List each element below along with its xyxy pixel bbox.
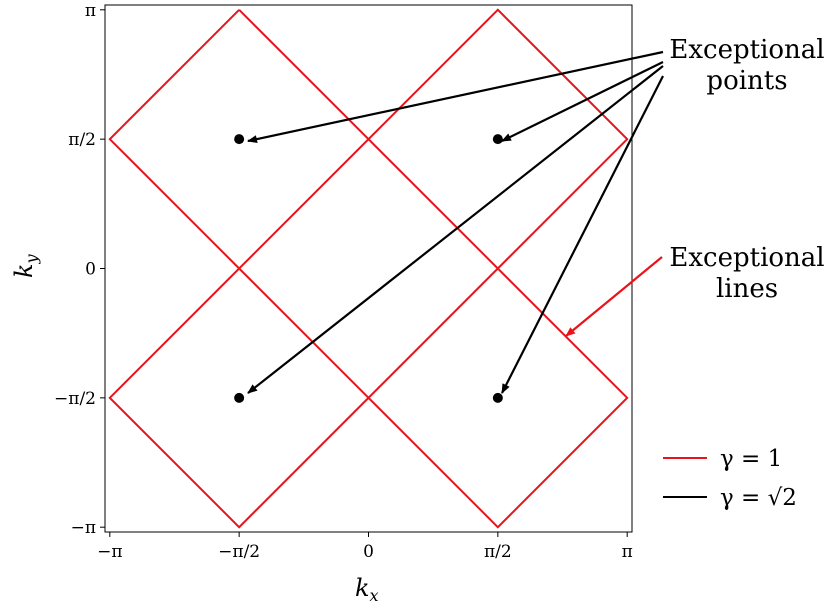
- x-axis-label: kx: [355, 574, 379, 605]
- x-axis-ticks: −π −π/2 0 π/2 π: [97, 532, 633, 562]
- x-tick-label-4: π: [622, 542, 633, 562]
- exceptional-point-3: [492, 392, 503, 403]
- y-axis-label: ky: [10, 253, 41, 278]
- x-tick-label-1: −π/2: [218, 542, 260, 562]
- annotation-lines-line2: lines: [716, 274, 778, 304]
- x-tick-label-3: π/2: [484, 542, 512, 562]
- arrow-to-point-lower-right: [501, 75, 664, 394]
- exceptional-lines-layer: [108, 8, 629, 529]
- exceptional-line-segment-0: [108, 8, 629, 529]
- legend: γ = 1 γ = √2: [663, 446, 797, 511]
- exceptional-point-1: [492, 134, 503, 145]
- plot-frame: [104, 4, 633, 533]
- x-tick-label-2: 0: [363, 542, 374, 562]
- x-tick-label-0: −π: [97, 542, 122, 562]
- exceptional-points-layer: [234, 134, 503, 403]
- annotation-points-line2: points: [706, 66, 787, 96]
- arrow-to-point-upper-right: [501, 61, 664, 142]
- arrow-to-point-lower-left: [247, 65, 664, 394]
- y-tick-label-0: −π: [71, 518, 96, 538]
- exceptional-line-segment-1: [108, 9, 370, 399]
- exceptional-point-0: [234, 134, 245, 145]
- legend-label-gamma-1: γ = 1: [720, 446, 782, 472]
- y-axis-ticks: −π −π/2 0 π/2 π: [54, 1, 105, 538]
- annotation-lines-line1: Exceptional: [669, 243, 824, 273]
- annotation-points-line1: Exceptional: [669, 35, 824, 65]
- y-tick-label-2: 0: [85, 260, 96, 280]
- annotation-exceptional-points: Exceptional points: [247, 35, 825, 394]
- arrow-to-exceptional-line: [565, 256, 663, 337]
- y-tick-label-3: π/2: [68, 130, 96, 150]
- exceptional-point-2: [234, 392, 245, 403]
- arrow-to-point-upper-left: [247, 50, 664, 144]
- y-tick-label-1: −π/2: [54, 389, 96, 409]
- legend-label-gamma-sqrt2: γ = √2: [720, 485, 797, 511]
- y-tick-label-4: π: [85, 1, 96, 21]
- annotation-exceptional-lines: Exceptional lines: [565, 243, 825, 337]
